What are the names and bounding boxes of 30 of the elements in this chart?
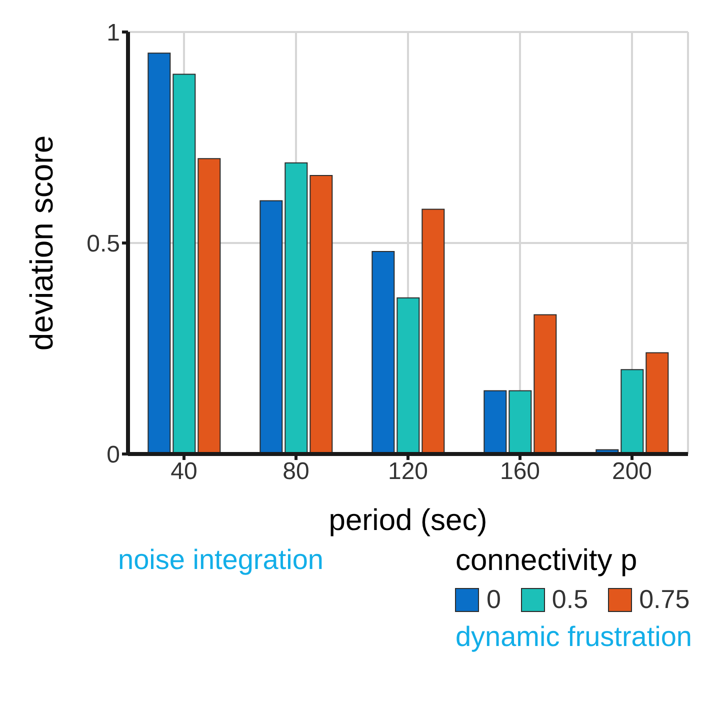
bar (484, 390, 507, 454)
bar (422, 208, 445, 454)
x-tick-label: 160 (500, 458, 540, 486)
x-tick-label: 80 (282, 458, 310, 486)
bar (396, 297, 420, 454)
text: dynamic frustration (455, 621, 692, 653)
y-tick-label: 0.5 (86, 230, 120, 258)
y-axis-title: deviation score (23, 135, 60, 351)
bar (172, 74, 196, 454)
legend-title: connectivity p (455, 544, 638, 578)
bar (372, 250, 395, 454)
bar (534, 314, 557, 454)
x-tick-label: 200 (612, 458, 652, 486)
bar (284, 162, 308, 454)
bar (620, 369, 644, 454)
x-tick-label: 120 (388, 458, 428, 486)
bar (646, 352, 669, 454)
y-tick-label: 1 (106, 20, 120, 47)
legend-label: 0.75 (639, 584, 690, 615)
x-axis-title: period (sec) (328, 504, 488, 537)
bar (148, 52, 171, 454)
bar (198, 158, 221, 454)
legend-label: 0.5 (552, 584, 588, 615)
bar (310, 174, 333, 454)
text: noise integration (118, 544, 324, 575)
bar (260, 200, 283, 454)
bar (508, 390, 532, 454)
x-tick-label: 40 (170, 458, 198, 486)
legend-label: 0 (486, 584, 501, 615)
y-tick-label: 0 (106, 442, 120, 469)
